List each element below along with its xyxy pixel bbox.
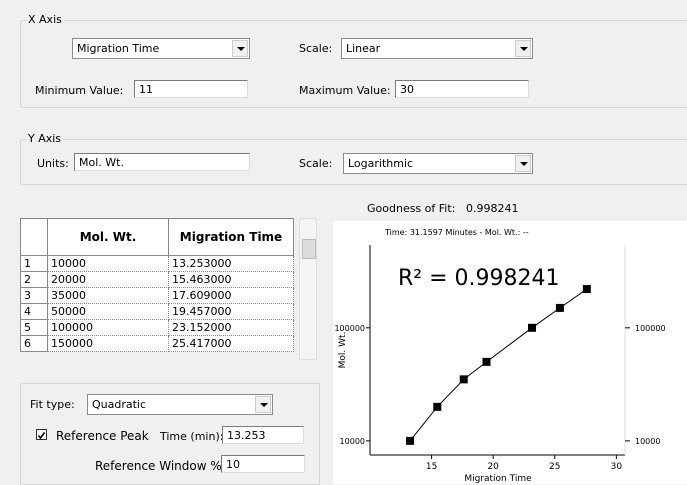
scroll-thumb[interactable] [302,239,316,259]
header-cell: Mol. Wt. [47,218,169,256]
table-cell[interactable]: 100000 [47,319,169,336]
data-point [582,285,591,294]
dropdown-button[interactable] [515,155,531,172]
x-tick-label: 15 [426,462,437,472]
label: Scale: [299,157,333,170]
data-table: Mol. Wt. Migration Time 1 10000 13.253000 2 2… [20,218,294,352]
y-axis-label: Mol. Wt. [338,332,348,369]
text-input[interactable]: 11 [134,80,248,98]
x-axis-label: Migration Time [464,474,532,484]
text-input[interactable]: 10 [221,455,305,473]
table-cell[interactable]: 35000 [47,287,169,304]
text-input[interactable]: Mol. Wt. [74,153,250,171]
dropdown-value: Migration Time [77,42,160,55]
dropdown-value: Quadratic [92,398,147,411]
check-mark [37,432,46,440]
chart-panel [333,221,687,484]
table-cell[interactable]: 1 [20,255,48,272]
label: Reference Window %: [95,459,226,473]
table-cell[interactable]: 6 [20,335,48,352]
data-point [433,402,442,411]
table-cell[interactable]: 25.417000 [168,335,294,352]
chart-header: Time: 31.1597 Minutes - Mol. Wt.: -- [384,228,529,237]
table-row[interactable]: 3 35000 17.609000 [20,287,294,304]
x-axis-group [20,20,687,108]
table-cell[interactable]: 3 [20,287,48,304]
right-tick-label: 100000 [635,324,666,333]
data-point [459,375,468,384]
scrollbar[interactable] [299,218,317,360]
dropdown[interactable]: Migration Time [72,38,250,59]
data-point [555,303,564,312]
table-row[interactable]: 4 50000 19.457000 [20,303,294,320]
right-tick-label: 10000 [635,437,660,446]
chart-annotation: R² = 0.998241 [398,266,560,291]
dropdown-button[interactable] [232,40,248,57]
dropdown-value: Logarithmic [348,157,414,170]
table-row[interactable]: 1 10000 13.253000 [20,255,294,272]
data-point [406,436,415,445]
checkbox[interactable] [36,429,47,440]
label: Fit type: [30,398,75,411]
table-row[interactable]: 5 100000 23.152000 [20,319,294,336]
dropdown[interactable]: Linear [341,38,533,59]
label: Goodness of Fit: [367,202,456,215]
table-row[interactable]: 2 20000 15.463000 [20,271,294,288]
header-cell: Migration Time [168,218,294,256]
y-tick-label: 10000 [340,437,365,446]
table-cell[interactable]: 19.457000 [168,303,294,320]
dropdown-button[interactable] [515,40,531,57]
group-title: Y Axis [26,132,64,145]
y-axis-group [20,139,687,185]
table-cell[interactable]: 150000 [47,335,169,352]
text-input[interactable]: 30 [395,80,529,98]
label: Scale: [299,42,333,55]
table-cell[interactable]: 17.609000 [168,287,294,304]
checkbox-label[interactable]: Reference Peak [56,429,149,443]
table-cell[interactable]: 15.463000 [168,271,294,288]
label: Minimum Value: [35,84,124,97]
dropdown[interactable]: Quadratic [87,394,273,415]
table-cell[interactable]: 23.152000 [168,319,294,336]
dropdown[interactable]: Logarithmic [343,153,533,174]
table-cell[interactable]: 10000 [47,255,169,272]
table-cell[interactable]: 50000 [47,303,169,320]
x-tick-label: 25 [549,462,560,472]
data-point [528,323,537,332]
table-cell[interactable]: 4 [20,303,48,320]
x-tick-label: 20 [487,462,499,472]
table-cell[interactable]: 13.253000 [168,255,294,272]
table-cell[interactable]: 20000 [47,271,169,288]
text-input[interactable]: 13.253 [222,426,304,444]
table-cell[interactable]: 5 [20,319,48,336]
y-tick-label: 100000 [334,324,365,333]
dropdown-value: Linear [346,42,381,55]
label: Time (min): [160,430,224,443]
label: Maximum Value: [299,84,391,97]
x-tick-label: 30 [611,462,623,472]
data-point [482,357,491,366]
table-row[interactable]: 6 150000 25.417000 [20,335,294,352]
goodness-value: 0.998241 [466,202,519,215]
group-title: X Axis [26,13,64,26]
table-cell[interactable]: 2 [20,271,48,288]
dropdown-button[interactable] [255,396,271,413]
label: Units: [37,157,69,170]
header-cell [20,218,48,256]
